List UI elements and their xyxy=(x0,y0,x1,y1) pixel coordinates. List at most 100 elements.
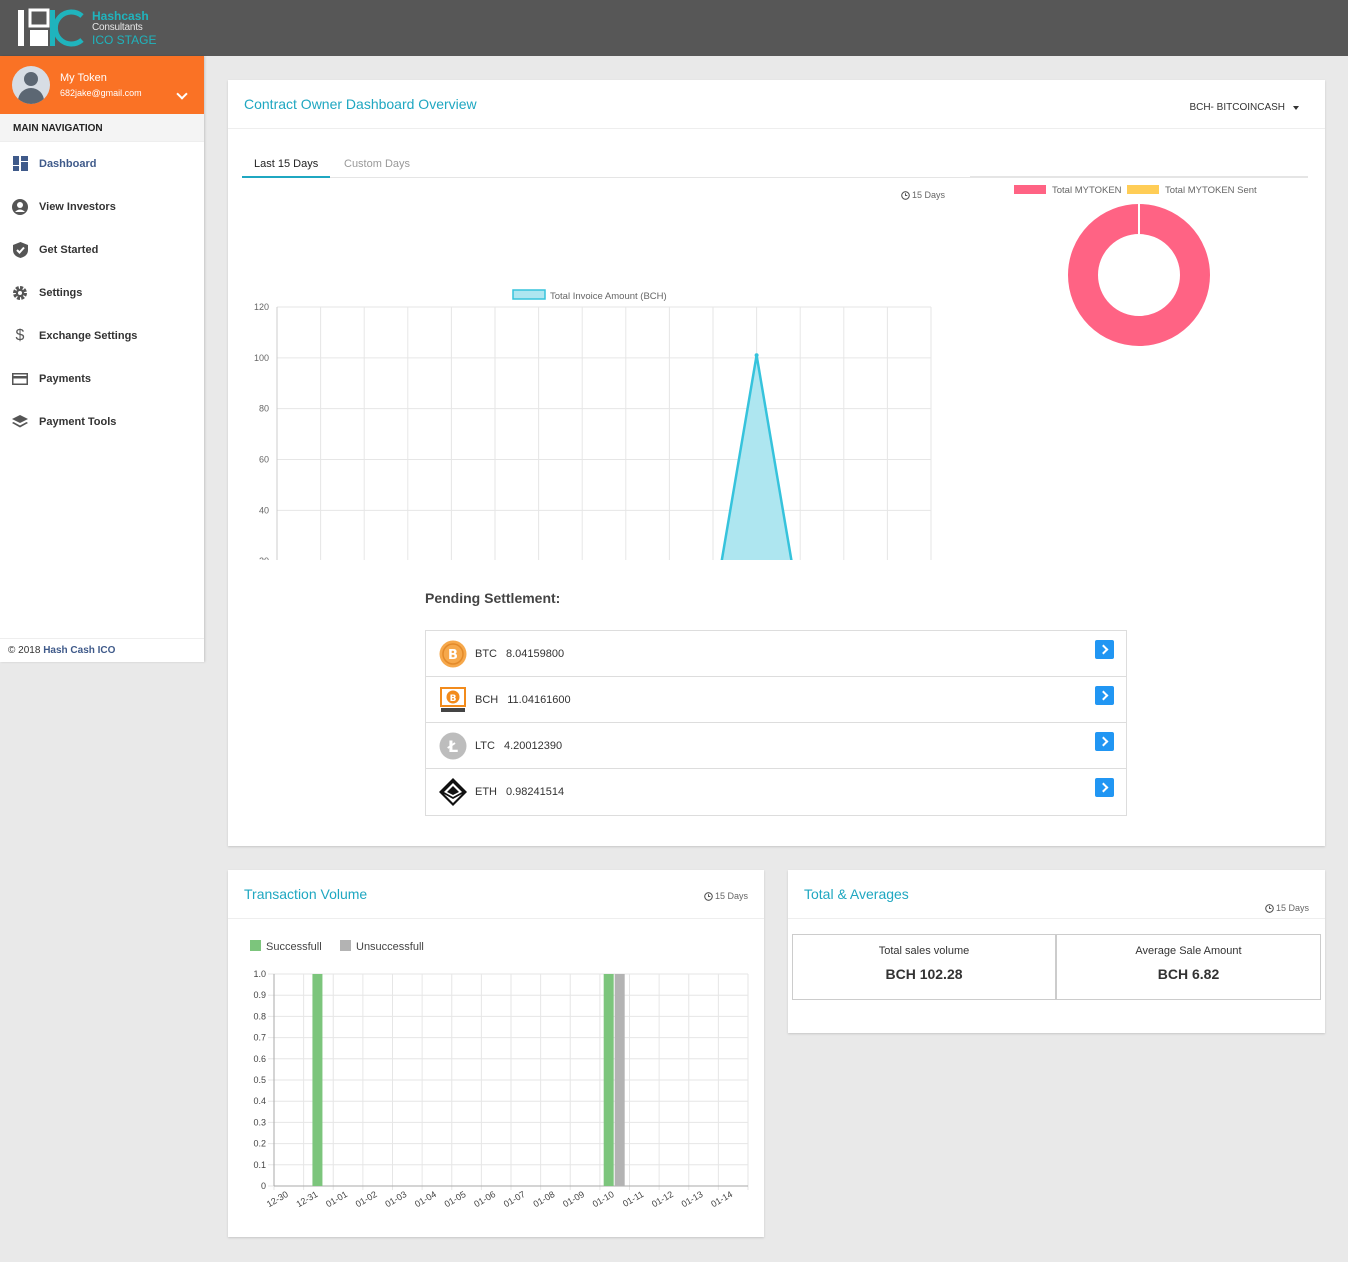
y-tick-label: 0.4 xyxy=(253,1096,266,1106)
bar xyxy=(614,974,625,1186)
y-tick-label: 20 xyxy=(259,556,269,560)
nav-header: MAIN NAVIGATION xyxy=(0,114,204,142)
bar xyxy=(312,974,323,1186)
legend-swatch xyxy=(1127,185,1159,194)
coin-code: ETH xyxy=(475,786,497,798)
legend-swatch xyxy=(250,940,261,951)
y-tick-label: 0.9 xyxy=(253,990,266,1000)
active-tab-indicator xyxy=(242,176,330,178)
x-tick-label: 01-12 xyxy=(650,1189,675,1209)
coin-code: BCH xyxy=(475,693,499,706)
dollar-icon: $ xyxy=(15,326,25,344)
overview-header: Contract Owner Dashboard Overview BCH- B… xyxy=(228,80,1325,129)
shield-check-icon xyxy=(12,241,28,258)
bitcoin-icon: B xyxy=(438,639,468,669)
range-tabs: Last 15 Days Custom Days xyxy=(242,150,1308,178)
sidebar-item-exchange-settings[interactable]: $ Exchange Settings xyxy=(0,314,204,357)
list-item: B BCH 11.04161600 xyxy=(426,677,1126,723)
txvolume-header: Transaction Volume 15 Days xyxy=(228,870,764,919)
totals-title: Total & Averages xyxy=(804,886,909,902)
token-donut-chart: Total MYTOKEN Total MYTOKEN Sent xyxy=(1014,185,1257,346)
series-area xyxy=(721,355,792,560)
y-tick-label: 0.2 xyxy=(253,1139,266,1149)
x-tick-label: 01-07 xyxy=(502,1189,527,1209)
days-badge: 15 Days xyxy=(1265,903,1309,913)
svg-text:B: B xyxy=(450,694,457,704)
x-tick-label: 01-05 xyxy=(443,1189,468,1209)
days-badge: 15 Days xyxy=(901,190,945,200)
footer-copyright: © 2018 xyxy=(8,645,41,656)
sidebar-item-settings[interactable]: Settings xyxy=(0,271,204,314)
settle-button[interactable] xyxy=(1095,640,1114,659)
settle-button[interactable] xyxy=(1095,686,1114,705)
svg-text:B: B xyxy=(448,648,458,663)
svg-text:Ł: Ł xyxy=(447,737,458,756)
brand-logo[interactable]: Hashcash Consultants ICO STAGE xyxy=(16,8,156,48)
currency-select[interactable]: BCH- BITCOINCASH xyxy=(1189,102,1299,113)
coin-amount: 8.04159800 xyxy=(506,647,565,660)
sidebar-item-label: Payment Tools xyxy=(39,415,117,428)
credit-card-icon xyxy=(12,371,28,387)
x-tick-label: 12-31 xyxy=(294,1189,319,1209)
average-sale-value: BCH 6.82 xyxy=(1157,966,1220,982)
sidebar-item-label: Payments xyxy=(39,372,91,385)
x-tick-label: 12-30 xyxy=(265,1189,290,1209)
tab-custom-days[interactable]: Custom Days xyxy=(344,158,411,170)
x-tick-label: 01-09 xyxy=(561,1189,586,1209)
legend-swatch xyxy=(340,940,351,951)
list-item: ETH 0.98241514 xyxy=(426,769,1126,815)
y-tick-label: 0.6 xyxy=(253,1054,266,1064)
sidebar-item-label: Settings xyxy=(39,286,83,299)
footer-brand-link[interactable]: Hash Cash ICO xyxy=(43,645,116,656)
sidebar-item-payment-tools[interactable]: Payment Tools xyxy=(0,400,204,443)
y-tick-label: 0.7 xyxy=(253,1033,266,1043)
x-tick-label: 01-03 xyxy=(383,1189,408,1209)
x-tick-label: 01-04 xyxy=(413,1189,438,1209)
settle-button[interactable] xyxy=(1095,778,1114,797)
sidebar-item-get-started[interactable]: Get Started xyxy=(0,228,204,271)
user-panel[interactable]: My Token 682jake@gmail.com xyxy=(0,56,204,114)
settle-button[interactable] xyxy=(1095,732,1114,751)
litecoin-icon: Ł xyxy=(438,731,468,761)
list-item: B BTC 8.04159800 xyxy=(426,631,1126,677)
sidebar-item-label: Dashboard xyxy=(39,157,97,170)
logo-icon xyxy=(16,8,86,48)
coin-amount: 4.20012390 xyxy=(503,739,563,752)
brand-line3: ICO STAGE xyxy=(92,33,157,47)
average-sale-box: Average Sale Amount BCH 6.82 xyxy=(1056,934,1321,1000)
y-tick-label: 100 xyxy=(254,353,269,363)
ethereum-icon xyxy=(438,777,468,807)
legend-label: Successfull xyxy=(266,941,322,953)
currency-select-value: BCH- BITCOINCASH xyxy=(1189,102,1285,113)
sidebar: My Token 682jake@gmail.com MAIN NAVIGATI… xyxy=(0,56,204,662)
gear-icon xyxy=(12,285,28,301)
y-tick-label: 120 xyxy=(254,302,269,312)
chevron-down-icon[interactable] xyxy=(176,88,188,100)
user-name: My Token xyxy=(60,72,107,84)
brand-line1: Hashcash xyxy=(92,9,149,23)
average-sale-label: Average Sale Amount xyxy=(1135,945,1242,957)
brand-line2: Consultants xyxy=(92,22,143,33)
top-header: Hashcash Consultants ICO STAGE xyxy=(0,0,1348,56)
days-badge: 15 Days xyxy=(704,891,748,901)
x-tick-label: 01-06 xyxy=(472,1189,497,1209)
y-tick-label: 0.8 xyxy=(253,1011,266,1021)
bitcoin-cash-icon: B xyxy=(438,685,468,715)
legend-swatch xyxy=(512,289,546,300)
invoice-area-chart: Total Invoice Amount (BCH)02040608010012… xyxy=(254,289,932,560)
avatar xyxy=(12,66,50,104)
overview-title: Contract Owner Dashboard Overview xyxy=(244,96,477,112)
pending-title: Pending Settlement: xyxy=(425,590,561,606)
x-tick-label: 01-11 xyxy=(621,1189,645,1209)
tab-last-15-days[interactable]: Last 15 Days xyxy=(254,158,319,170)
sidebar-item-view-investors[interactable]: View Investors xyxy=(0,185,204,228)
sidebar-item-payments[interactable]: Payments xyxy=(0,357,204,400)
txvolume-title: Transaction Volume xyxy=(244,886,368,902)
clock-icon xyxy=(1265,903,1274,913)
sidebar-footer: © 2018 Hash Cash ICO xyxy=(0,638,204,662)
y-tick-label: 0.1 xyxy=(253,1160,266,1170)
y-tick-label: 60 xyxy=(259,455,269,465)
days-badge-label: 15 Days xyxy=(912,190,946,200)
sidebar-item-dashboard[interactable]: Dashboard xyxy=(0,142,204,185)
sidebar-item-label: Get Started xyxy=(39,243,99,256)
